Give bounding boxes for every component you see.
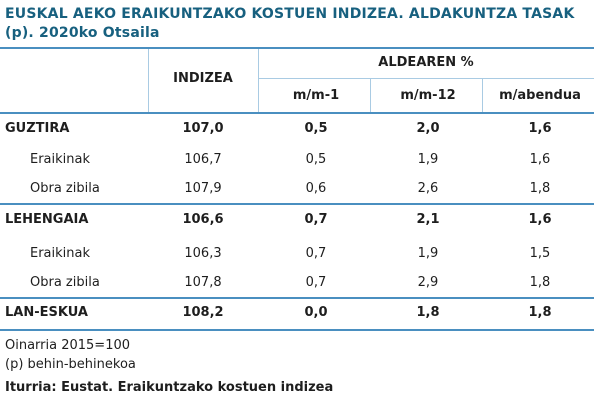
column-header: m/m-1 <box>292 88 340 103</box>
source: Iturria: Eustat. Eraikuntzako kostuen in… <box>5 380 334 395</box>
cell: 2,0 <box>416 121 440 136</box>
cell: 1,6 <box>528 212 552 227</box>
cell: 106,6 <box>182 212 224 227</box>
cell: 1,9 <box>417 152 439 167</box>
cell: 0,7 <box>305 275 327 290</box>
column-header: m/abendua <box>499 88 581 103</box>
cell: 1,9 <box>417 246 439 261</box>
cell: 1,8 <box>528 305 552 320</box>
note: Oinarria 2015=100 <box>5 338 131 353</box>
group-header: ALDEAREN % <box>378 55 474 70</box>
cell: 0,7 <box>304 212 328 227</box>
cell: 2,1 <box>416 212 440 227</box>
table-top-border <box>0 47 594 49</box>
cell: 106,3 <box>184 246 222 261</box>
column-header: m/m-12 <box>400 88 456 103</box>
row-label: Obra zibila <box>30 181 100 196</box>
cell: 1,5 <box>529 246 551 261</box>
row-label: Obra zibila <box>30 275 100 290</box>
group-label: LAN-ESKUA <box>5 305 88 320</box>
row-group-border <box>0 203 594 205</box>
cell: 107,9 <box>184 181 222 196</box>
cell: 106,7 <box>184 152 222 167</box>
header-bottom-border <box>0 112 594 114</box>
cell: 1,6 <box>529 152 551 167</box>
column-divider <box>370 79 371 112</box>
cell: 1,8 <box>529 181 551 196</box>
group-label: GUZTIRA <box>5 121 70 136</box>
row-label: Eraikinak <box>30 152 91 167</box>
cell: 2,6 <box>417 181 439 196</box>
cell: 1,8 <box>416 305 440 320</box>
cell: 2,9 <box>417 275 439 290</box>
cell: 1,8 <box>529 275 551 290</box>
row-label: Eraikinak <box>30 246 91 261</box>
cell: 0,0 <box>304 305 328 320</box>
cell: 0,5 <box>304 121 328 136</box>
cell: 1,6 <box>528 121 552 136</box>
cell: 107,8 <box>184 275 222 290</box>
header-group-border <box>258 78 594 79</box>
note: (p) behin-behinekoa <box>5 357 136 372</box>
table-bottom-border <box>0 329 594 331</box>
index-header: INDIZEA <box>173 71 233 86</box>
cell: 107,0 <box>182 121 224 136</box>
column-divider <box>482 79 483 112</box>
row-group-border <box>0 297 594 299</box>
title: EUSKAL AEKO ERAIKUNTZAKO KOSTUEN INDIZEA… <box>5 6 575 41</box>
cell: 108,2 <box>182 305 224 320</box>
cell: 0,5 <box>305 152 327 167</box>
column-divider <box>148 49 149 112</box>
group-label: LEHENGAIA <box>5 212 89 227</box>
column-divider <box>258 49 259 112</box>
cell: 0,6 <box>305 181 327 196</box>
cell: 0,7 <box>305 246 327 261</box>
